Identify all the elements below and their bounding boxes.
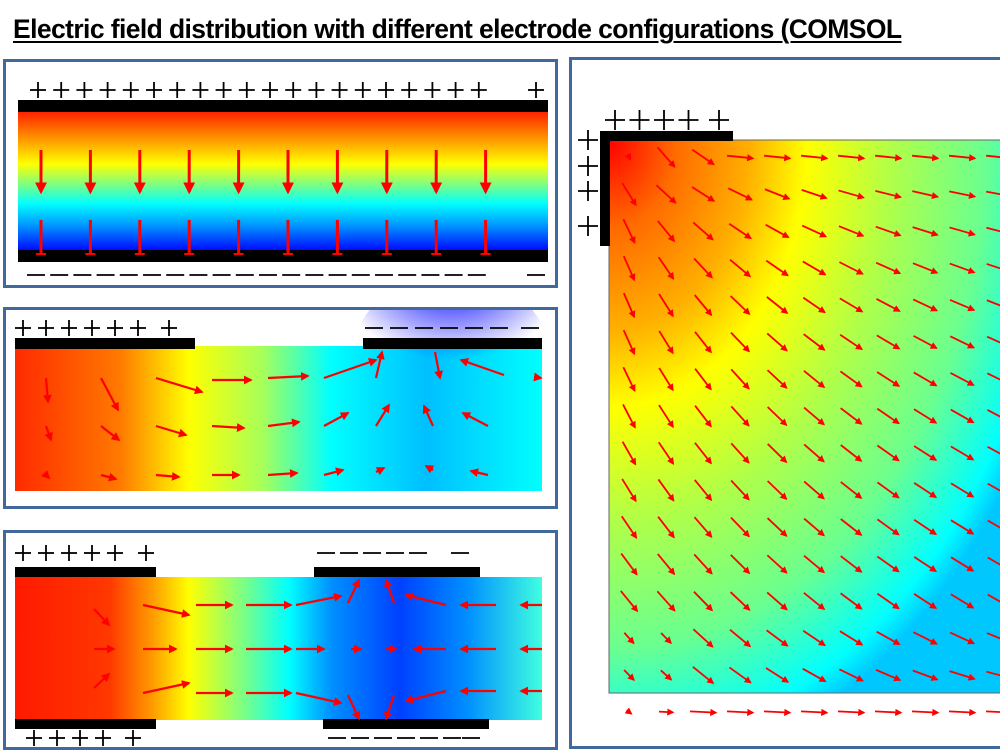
charges xyxy=(15,545,480,746)
positive-charges xyxy=(15,320,177,336)
top-electrode xyxy=(18,100,548,112)
double-coplanar-field-plot xyxy=(15,545,542,746)
top-negative-electrode xyxy=(314,567,480,577)
parallel-plates-field-plot xyxy=(18,82,548,276)
field-colormap xyxy=(608,139,1000,694)
panel-parallel-plates xyxy=(3,59,558,288)
panel-corner-electrode xyxy=(569,57,1000,749)
field-arrows xyxy=(93,578,542,721)
panel-double-coplanar-electrodes xyxy=(3,530,558,750)
positive-electrode xyxy=(15,338,195,349)
top-positive-electrode xyxy=(15,567,156,577)
field-arrows xyxy=(40,350,543,482)
panel-coplanar-electrodes xyxy=(3,307,558,509)
bottom-positive-electrode xyxy=(15,719,156,729)
corner-electrode-vertical xyxy=(600,131,610,246)
page-title: Electric field distribution with differe… xyxy=(13,14,902,44)
negative-electrode xyxy=(363,338,542,349)
corner-electrode-horizontal xyxy=(600,131,733,141)
field-colormap xyxy=(18,110,548,252)
corner-field-plot xyxy=(578,110,1000,716)
coplanar-field-plot xyxy=(15,310,546,491)
bottom-negative-electrode xyxy=(323,719,489,729)
bottom-electrode xyxy=(18,250,548,262)
positive-charges xyxy=(30,82,544,98)
field-arrows xyxy=(35,150,492,255)
field-arrows xyxy=(620,146,1000,716)
positive-charges xyxy=(578,110,729,236)
